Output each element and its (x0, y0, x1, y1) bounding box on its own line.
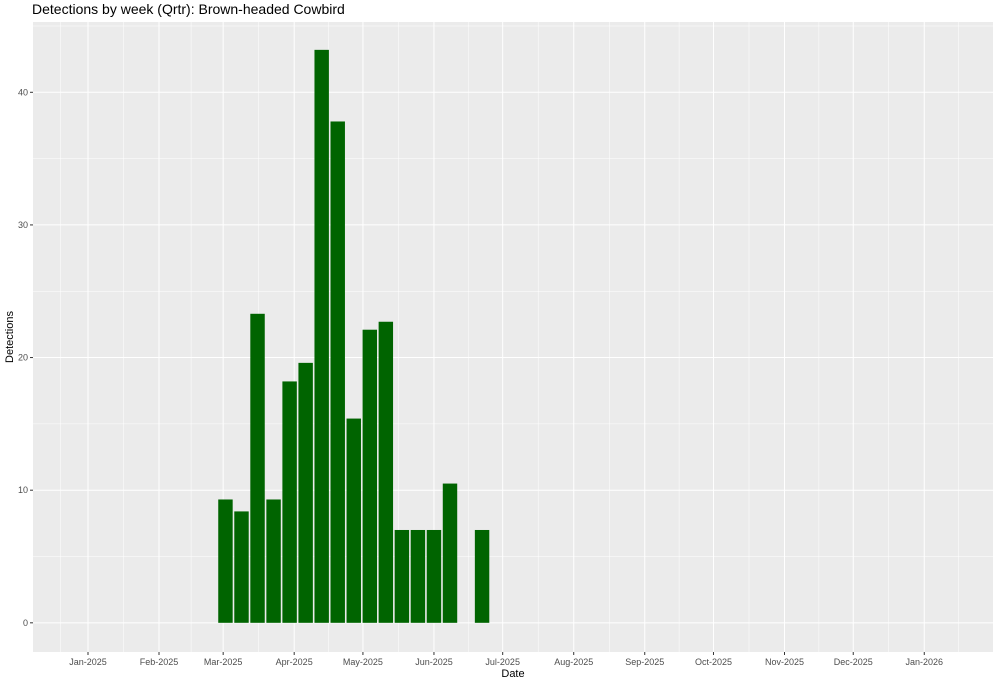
x-tick-label: Sep-2025 (625, 657, 664, 667)
bar (474, 529, 490, 623)
x-tick-label: Apr-2025 (276, 657, 313, 667)
bar (362, 329, 378, 623)
y-tick-label: 10 (18, 485, 28, 495)
bar (442, 483, 458, 623)
y-tick-label: 0 (23, 618, 28, 628)
x-tick-label: Oct-2025 (695, 657, 732, 667)
x-tick-label: Feb-2025 (140, 657, 179, 667)
y-tick-label: 40 (18, 87, 28, 97)
bar (234, 511, 249, 623)
x-tick-label: Mar-2025 (204, 657, 243, 667)
bar (410, 529, 426, 623)
x-tick-label: May-2025 (343, 657, 383, 667)
y-tick-label: 20 (18, 353, 28, 363)
y-tick-label: 30 (18, 220, 28, 230)
plot-panel (33, 22, 993, 652)
bar (378, 321, 394, 623)
x-tick-label: Jan-2026 (905, 657, 943, 667)
x-tick-label: Jun-2025 (415, 657, 453, 667)
x-axis: Jan-2025 Feb-2025 Mar-2025 Apr-2025 May-2025… (69, 652, 943, 667)
bars (218, 49, 490, 623)
x-tick-label: Jan-2025 (69, 657, 107, 667)
chart-title: Detections by week (Qrtr): Brown-headed … (32, 1, 345, 17)
x-axis-title: Date (501, 668, 524, 680)
bar (330, 121, 345, 623)
x-tick-label: Nov-2025 (765, 657, 804, 667)
bar (282, 381, 297, 623)
x-tick-label: Aug-2025 (554, 657, 593, 667)
bar (266, 499, 281, 623)
y-axis-title: Detections (4, 311, 16, 363)
x-tick-label: Jul-2025 (485, 657, 520, 667)
bar (298, 362, 313, 623)
bar (218, 499, 233, 623)
y-axis: 0 10 20 30 40 (18, 87, 33, 628)
bar (394, 529, 410, 623)
bar (250, 313, 265, 623)
bar (314, 49, 329, 623)
x-tick-label: Dec-2025 (834, 657, 873, 667)
bar (426, 529, 442, 623)
bar (346, 418, 361, 623)
